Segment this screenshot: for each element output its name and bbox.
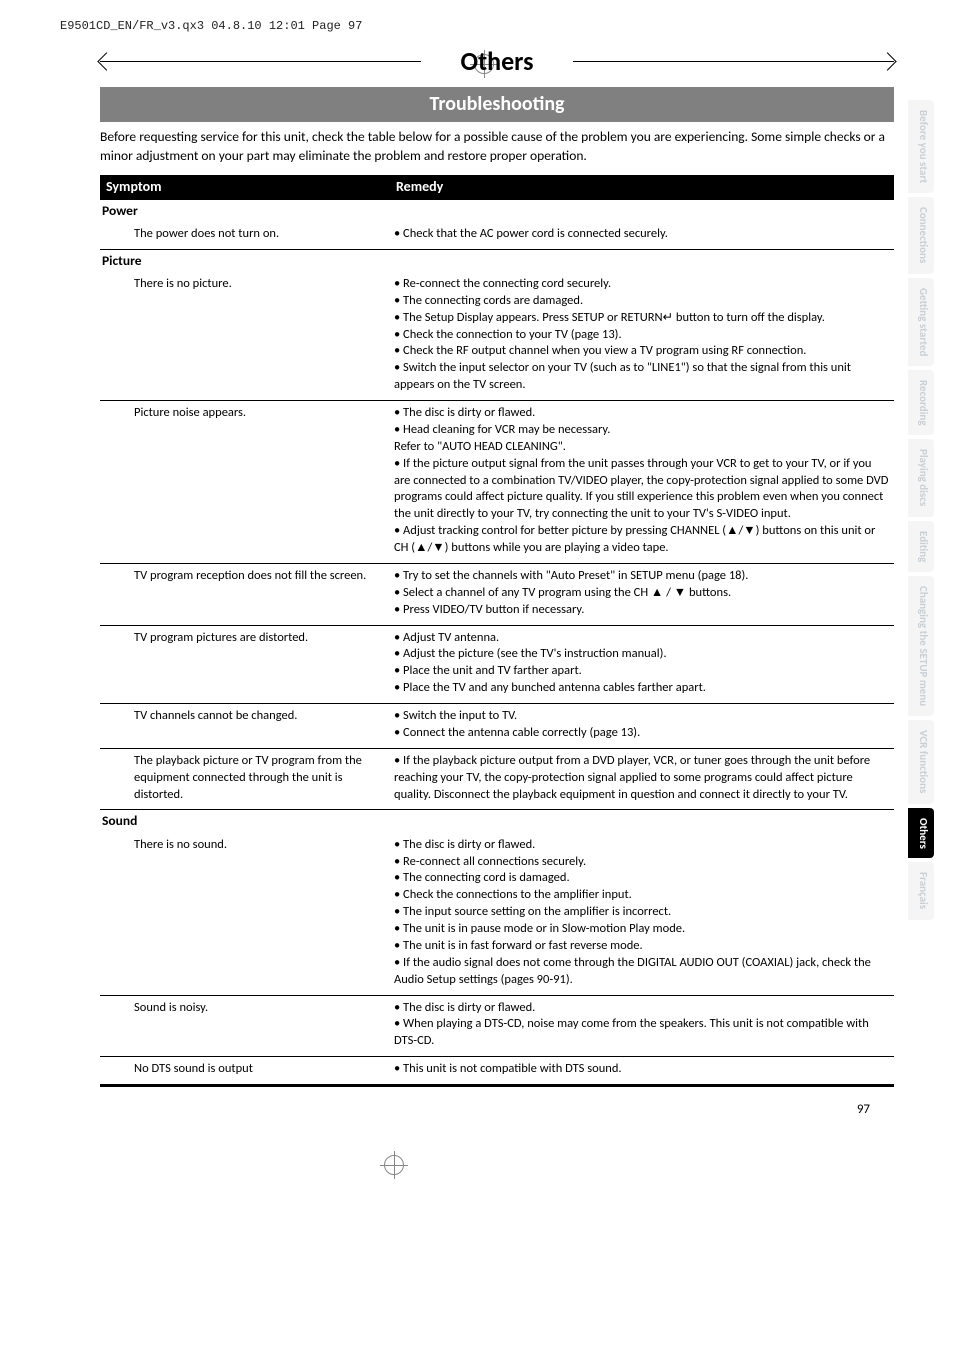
remedy-cell: • The disc is dirty or flawed. • Re-conn… [390, 833, 894, 995]
side-tab[interactable]: Before you start [908, 100, 934, 193]
troubleshooting-table: There is no picture.• Re-connect the con… [100, 272, 894, 811]
side-tab[interactable]: Others [908, 808, 934, 859]
side-tab[interactable]: Changing the SETUP menu [908, 576, 934, 716]
remedy-cell: • Try to set the channels with "Auto Pre… [390, 563, 894, 625]
symptom-cell: Picture noise appears. [100, 401, 390, 564]
intro-text: Before requesting service for this unit,… [100, 128, 894, 164]
remedy-cell: • Re-connect the connecting cord securel… [390, 272, 894, 401]
side-tab[interactable]: Recording [908, 370, 934, 436]
symptom-cell: There is no picture. [100, 272, 390, 401]
table-row: Picture noise appears.• The disc is dirt… [100, 401, 894, 564]
category-label: Sound [100, 810, 894, 832]
symptom-cell: Sound is noisy. [100, 995, 390, 1057]
side-tab[interactable]: Français [908, 862, 934, 919]
sidebar-tabs: Before you start Connections Getting start… [908, 100, 934, 920]
table-row: TV program reception does not fill the s… [100, 563, 894, 625]
table-header-remedy: Remedy [390, 175, 894, 200]
remedy-cell: • Adjust TV antenna. • Adjust the pictur… [390, 625, 894, 704]
category-label: Picture [100, 250, 894, 272]
table-row: TV program pictures are distorted.• Adju… [100, 625, 894, 704]
side-tab[interactable]: Editing [908, 521, 934, 572]
table-header-symptom: Symptom [100, 175, 390, 200]
symptom-cell: TV program reception does not fill the s… [100, 563, 390, 625]
troubleshooting-table: The power does not turn on.• Check that … [100, 222, 894, 250]
remedy-cell: • Check that the AC power cord is connec… [390, 222, 894, 249]
title-line-right [573, 61, 894, 62]
symptom-cell: TV program pictures are distorted. [100, 625, 390, 704]
remedy-cell: • The disc is dirty or flawed. • Head cl… [390, 401, 894, 564]
title-line-left [100, 61, 421, 62]
symptom-cell: No DTS sound is output [100, 1057, 390, 1086]
remedy-cell: • If the playback picture output from a … [390, 748, 894, 810]
table-row: Sound is noisy.• The disc is dirty or fl… [100, 995, 894, 1057]
page-title: Others [421, 44, 574, 79]
remedy-cell: • This unit is not compatible with DTS s… [390, 1057, 894, 1086]
table-row: TV channels cannot be changed.• Switch t… [100, 704, 894, 749]
side-tab[interactable]: Getting started [908, 278, 934, 366]
symptom-cell: TV channels cannot be changed. [100, 704, 390, 749]
registration-mark-bottom [380, 1151, 408, 1179]
symptom-cell: There is no sound. [100, 833, 390, 995]
remedy-cell: • The disc is dirty or flawed. • When pl… [390, 995, 894, 1057]
symptom-cell: The playback picture or TV program from … [100, 748, 390, 810]
category-label: Power [100, 200, 894, 222]
page-content: Others Troubleshooting Before requesting… [0, 44, 954, 1148]
table-header-row: Symptom Remedy [100, 175, 894, 200]
table-row: There is no picture.• Re-connect the con… [100, 272, 894, 401]
troubleshooting-table: There is no sound.• The disc is dirty or… [100, 833, 894, 1087]
print-header: E9501CD_EN/FR_v3.qx3 04.8.10 12:01 Page … [0, 0, 954, 44]
title-row: Others [100, 44, 894, 79]
side-tab[interactable]: VCR functions [908, 720, 934, 803]
remedy-cell: • Switch the input to TV. • Connect the … [390, 704, 894, 749]
table-row: No DTS sound is output• This unit is not… [100, 1057, 894, 1086]
page-number: 97 [100, 1101, 894, 1119]
side-tab[interactable]: Playing discs [908, 439, 934, 516]
categories-container: PowerThe power does not turn on.• Check … [100, 200, 894, 1087]
symptom-cell: The power does not turn on. [100, 222, 390, 249]
section-banner: Troubleshooting [100, 87, 894, 122]
table-row: There is no sound.• The disc is dirty or… [100, 833, 894, 995]
side-tab[interactable]: Connections [908, 197, 934, 273]
table-row: The playback picture or TV program from … [100, 748, 894, 810]
table-row: The power does not turn on.• Check that … [100, 222, 894, 249]
